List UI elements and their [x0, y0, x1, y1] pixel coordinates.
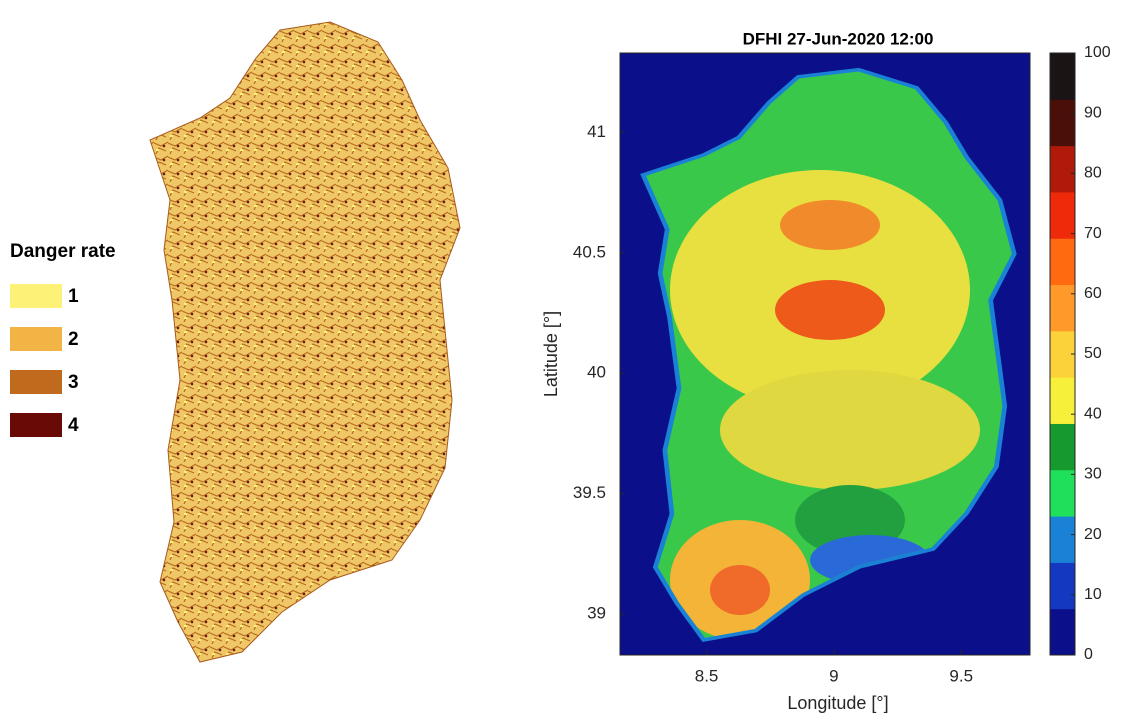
legend-label: 1	[68, 286, 79, 307]
legend: 1 2 3 4	[10, 284, 79, 437]
colorbar-tick-label: 50	[1084, 345, 1102, 362]
colorbar-tick-label: 30	[1084, 466, 1102, 483]
legend-swatch	[10, 327, 62, 351]
y-tick-label: 40	[587, 363, 606, 382]
legend-label: 3	[68, 372, 79, 393]
legend-label: 2	[68, 329, 79, 350]
colorbar-tick-label: 80	[1084, 165, 1102, 182]
colorbar-segment	[1050, 470, 1075, 517]
colorbar-tick-label: 90	[1084, 104, 1102, 121]
y-tick-label: 40.5	[573, 242, 606, 261]
colorbar-tick-label: 60	[1084, 285, 1102, 302]
colorbar-segment	[1050, 285, 1075, 332]
colorbar-segment	[1050, 423, 1075, 470]
legend-swatch	[10, 370, 62, 394]
colorbar-tick-label: 10	[1084, 586, 1102, 603]
colorbar-segment	[1050, 146, 1075, 193]
colorbar-segment	[1050, 377, 1075, 424]
y-tick-label: 41	[587, 122, 606, 141]
colorbar-segment	[1050, 516, 1075, 563]
x-axis-label: Longitude [°]	[787, 693, 888, 713]
colorbar-segment	[1050, 192, 1075, 239]
colorbar-tick-label: 20	[1084, 526, 1102, 543]
colorbar-segment	[1050, 609, 1075, 656]
colorbar: 0 10 20 30 40 50 60 70 80 90 100	[1050, 44, 1111, 663]
legend-swatch	[10, 284, 62, 308]
colorbar-tick-label: 0	[1084, 646, 1093, 663]
colorbar-segment	[1050, 99, 1075, 146]
colorbar-segment	[1050, 562, 1075, 609]
x-tick-label: 9	[829, 666, 838, 685]
y-tick-label: 39.5	[573, 483, 606, 502]
x-tick-label: 9.5	[949, 666, 973, 685]
legend-title: Danger rate	[10, 241, 116, 262]
y-tick-label: 39	[587, 604, 606, 623]
y-axis-label: Latitude [°]	[541, 311, 561, 397]
legend-label: 4	[68, 415, 79, 436]
colorbar-tick-label: 100	[1084, 44, 1111, 61]
colorbar-tick-label: 70	[1084, 225, 1102, 242]
danger-map	[150, 22, 460, 662]
legend-swatch	[10, 413, 62, 437]
figure: Danger rate 1234 DFHI 27-Jun-2020 12:00 …	[0, 0, 1128, 719]
map-title: DFHI 27-Jun-2020 12:00	[743, 29, 934, 48]
colorbar-segment	[1050, 238, 1075, 285]
colorbar-segment	[1050, 53, 1075, 100]
colorbar-tick-label: 40	[1084, 405, 1102, 422]
x-tick-label: 8.5	[695, 666, 719, 685]
